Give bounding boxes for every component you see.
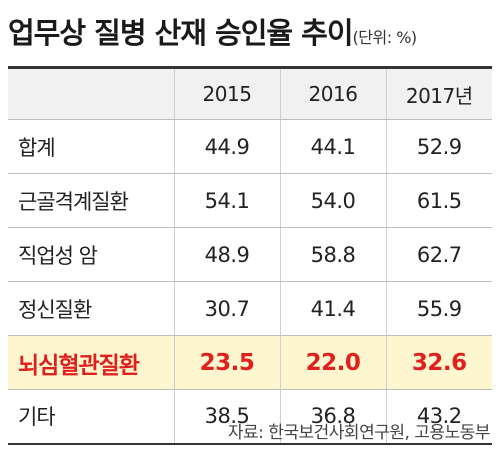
value-cell: 23.5 (174, 335, 281, 390)
value-cell: 22.0 (280, 335, 387, 390)
value-cell: 52.9 (386, 119, 492, 174)
table-row: 합계 44.9 44.1 52.9 (8, 119, 492, 174)
row-label: 뇌심혈관질환 (8, 335, 175, 390)
column-header-2015: 2015 (174, 66, 281, 120)
value-cell: 54.1 (174, 173, 281, 228)
table-row: 근골격계질환 54.1 54.0 61.5 (8, 173, 492, 228)
value-cell: 38.5 (174, 389, 281, 445)
value-cell: 32.6 (386, 335, 492, 390)
highlighted-table-row: 뇌심혈관질환 23.5 22.0 32.6 (8, 335, 492, 390)
column-header-2016: 2016 (280, 66, 387, 120)
value-cell: 44.1 (280, 119, 387, 174)
table-row: 정신질환 30.7 41.4 55.9 (8, 281, 492, 336)
title-row: 업무상 질병 산재 승인율 추이(단위: %) (8, 10, 492, 62)
value-cell: 54.0 (280, 173, 387, 228)
row-label: 기타 (8, 389, 175, 445)
value-cell: 58.8 (280, 227, 387, 282)
table-row: 직업성 암 48.9 58.8 62.7 (8, 227, 492, 282)
value-cell: 44.9 (174, 119, 281, 174)
value-cell: 36.8 (280, 389, 387, 445)
source-note: 자료: 한국보건사회연구원, 고용노동부 (227, 423, 491, 443)
value-cell: 55.9 (386, 281, 492, 336)
header-row: 2015 2016 2017년 (8, 66, 492, 120)
value-cell: 41.4 (280, 281, 387, 336)
value-cell: 61.5 (386, 173, 492, 228)
column-header-2017: 2017년 (386, 66, 492, 120)
chart-title: 업무상 질병 산재 승인율 추이 (8, 16, 354, 50)
row-label: 합계 (8, 119, 175, 174)
value-cell: 30.7 (174, 281, 281, 336)
row-label: 직업성 암 (8, 227, 175, 282)
value-cell: 48.9 (174, 227, 281, 282)
data-table: 2015 2016 2017년 합계 44.9 44.1 52.9 근골격계질환… (8, 66, 492, 445)
table-row: 기타 38.5 36.8 43.2 (8, 389, 492, 445)
row-label: 정신질환 (8, 281, 175, 336)
value-cell: 62.7 (386, 227, 492, 282)
header-corner-cell (8, 66, 175, 120)
value-cell: 43.2 (386, 389, 492, 445)
row-label: 근골격계질환 (8, 173, 175, 228)
unit-note: (단위: %) (352, 28, 418, 47)
